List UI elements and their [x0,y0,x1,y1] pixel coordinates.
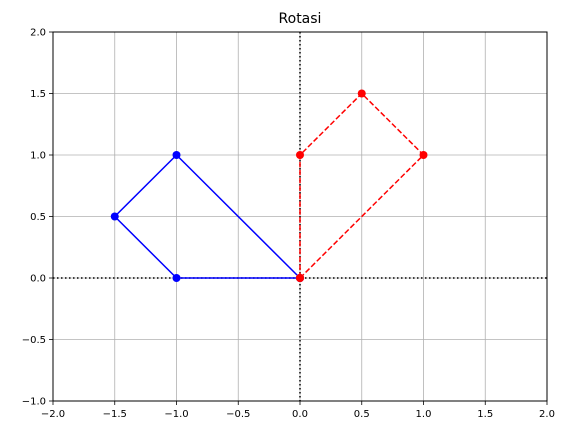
x-tick-label: 2.0 [539,409,555,420]
x-tick-label: −0.5 [226,409,250,420]
x-tick-label: −2.0 [41,409,65,420]
y-tick-label: 1.0 [30,151,46,162]
chart-title: Rotasi [279,11,322,27]
reference-lines [53,32,547,401]
series-2 [296,89,428,282]
data-point [296,274,304,282]
x-tick-label: −1.5 [103,409,127,420]
x-axis: −2.0 −1.5 −1.0 −0.5 0.0 0.5 1.0 1.5 2.0 [41,401,555,420]
y-tick-label: 0.5 [30,212,46,223]
y-axis: −1.0 −0.5 0.0 0.5 1.0 1.5 2.0 [22,28,53,408]
series-layer [110,89,428,282]
data-point [296,151,304,159]
x-tick-label: 0.5 [354,409,370,420]
data-point [172,151,181,159]
data-point [110,212,119,221]
x-tick-label: 1.5 [477,409,493,420]
data-point [419,151,428,159]
x-tick-label: 0.0 [292,409,308,420]
y-tick-label: 0.0 [30,274,46,285]
data-point [172,274,181,282]
y-tick-label: 1.5 [30,89,46,100]
x-tick-label: −1.0 [164,409,188,420]
x-tick-label: 1.0 [416,409,432,420]
y-tick-label: 2.0 [30,28,46,39]
y-tick-label: −0.5 [22,335,46,346]
y-tick-label: −1.0 [22,397,46,408]
data-point [357,89,366,98]
